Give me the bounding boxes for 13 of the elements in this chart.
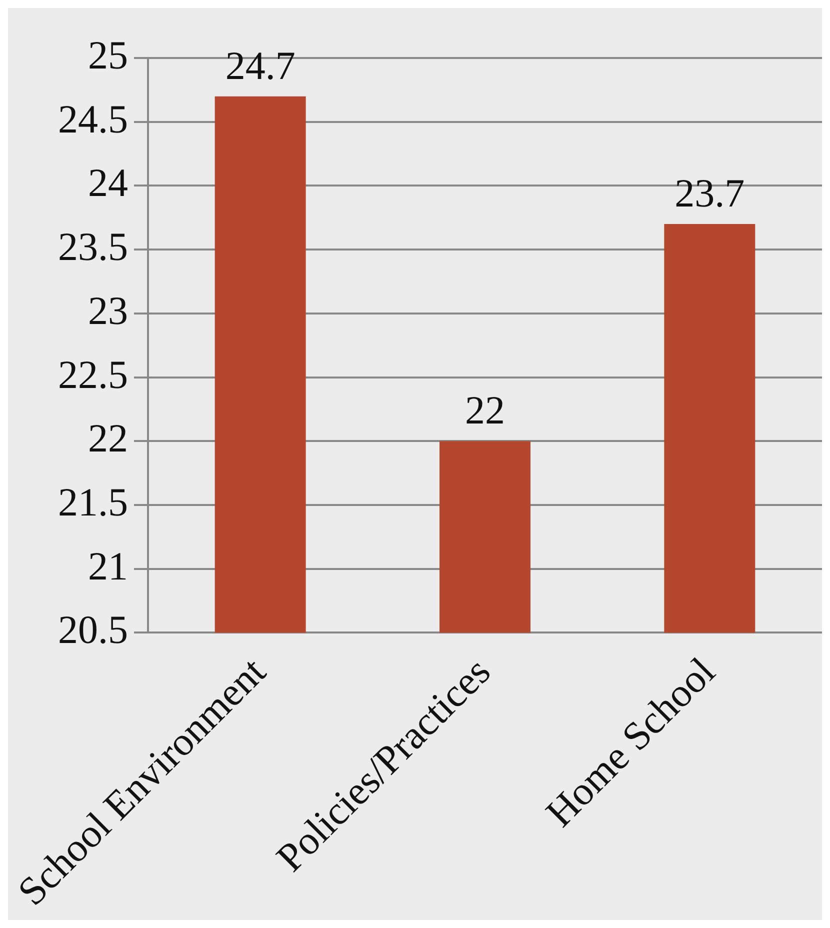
y-tick-label: 20.5 bbox=[58, 607, 128, 652]
data-label: 22 bbox=[464, 388, 505, 433]
y-tick-label: 21 bbox=[88, 543, 128, 588]
y-tick-label: 23 bbox=[88, 288, 128, 333]
y-tick-label: 24 bbox=[88, 160, 128, 206]
y-tick-label: 22 bbox=[88, 416, 128, 461]
y-tick-label: 21.5 bbox=[58, 480, 128, 525]
y-tick-label: 25 bbox=[88, 32, 128, 78]
y-tick-label: 22.5 bbox=[58, 352, 128, 397]
data-label: 24.7 bbox=[225, 42, 296, 88]
data-label: 23.7 bbox=[674, 170, 745, 216]
y-tick-label: 24.5 bbox=[58, 96, 128, 142]
y-tick-label: 23.5 bbox=[58, 224, 128, 270]
